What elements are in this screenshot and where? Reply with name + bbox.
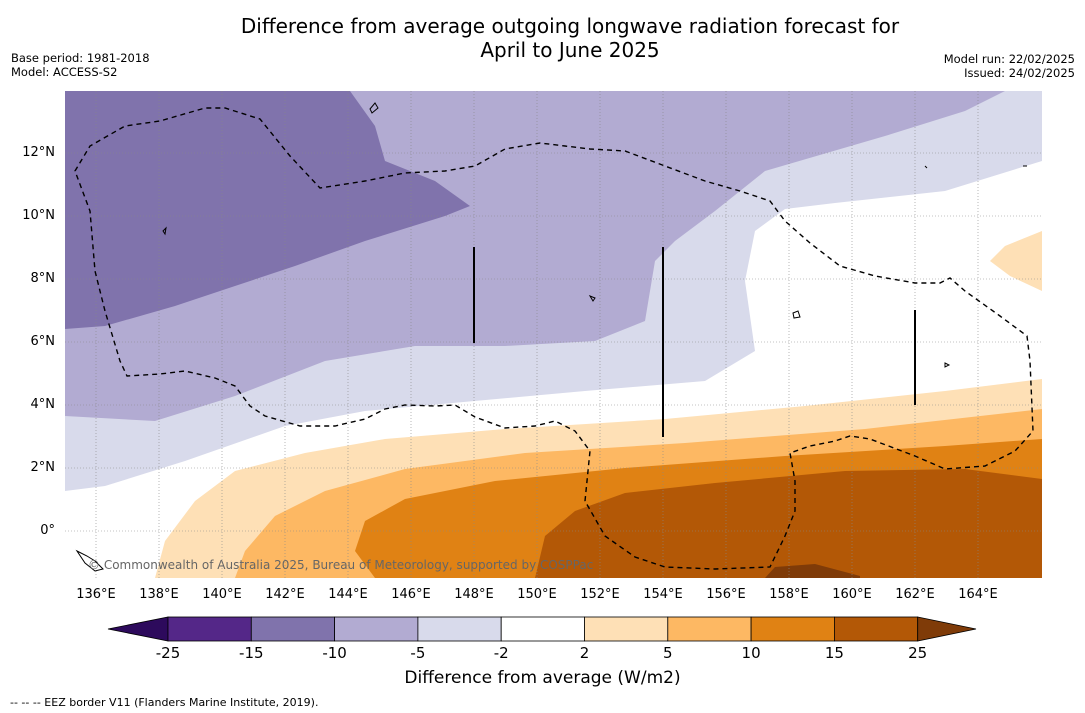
anomaly-minus15 (65, 91, 470, 329)
base-period: Base period: 1981-2018 (11, 51, 150, 65)
colorbar-swatch (334, 616, 419, 642)
lon-tick: 162°E (895, 587, 935, 602)
graticule (65, 91, 1042, 578)
lat-tick: 4°N (30, 397, 56, 412)
colorbar-swatch (584, 616, 669, 642)
lon-tick: 140°E (202, 587, 242, 602)
colorbar-tick: 15 (824, 644, 844, 662)
lon-tick: 150°E (517, 587, 557, 602)
lat-tick: 6°N (30, 334, 56, 349)
colorbar-tick: -10 (322, 644, 347, 662)
copyright-notice: © Commonwealth of Australia 2025, Bureau… (88, 558, 594, 572)
meta-right: Model run: 22/02/2025 Issued: 24/02/2025 (944, 52, 1075, 80)
lon-tick: 160°E (832, 587, 872, 602)
colorbar-tick: 5 (663, 644, 673, 662)
colorbar-swatch (667, 616, 752, 642)
colorbar-tick: 10 (741, 644, 761, 662)
title-line-2: April to June 2025 (480, 38, 660, 62)
colorbar-swatch (167, 616, 252, 642)
map-panel (65, 91, 1042, 578)
lon-tick: 148°E (454, 587, 494, 602)
lat-tick: 2°N (30, 460, 56, 475)
anomaly-map (65, 91, 1042, 578)
lat-tick: 10°N (22, 208, 55, 223)
lon-tick: 136°E (76, 587, 116, 602)
lon-tick: 142°E (265, 587, 305, 602)
colorbar-tick: -5 (410, 644, 426, 662)
colorbar-tick: -2 (493, 644, 509, 662)
anomaly-plus2-east (990, 231, 1042, 291)
colorbar-swatch (834, 616, 919, 642)
colorbar-swatch (250, 616, 336, 642)
lat-tick: 12°N (22, 145, 55, 160)
colorbar-extend-low (107, 616, 169, 642)
lon-tick: 146°E (391, 587, 431, 602)
title-line-1: Difference from average outgoing longwav… (240, 14, 900, 38)
colorbar-swatch (500, 616, 585, 642)
colorbar-swatch (417, 616, 502, 642)
reference-lines (473, 247, 916, 437)
colorbar-swatch (750, 616, 835, 642)
lat-tick: 8°N (30, 271, 56, 286)
lon-tick: 152°E (580, 587, 620, 602)
colorbar-label: Difference from average (W/m2) (404, 668, 681, 688)
colorbar-extend-high (917, 616, 977, 642)
lon-tick: 144°E (328, 587, 368, 602)
islands (75, 102, 1027, 572)
colorbar-tick: -15 (239, 644, 264, 662)
lat-tick: 0° (40, 523, 55, 538)
eez-footnote: -- -- -- EEZ border V11 (Flanders Marine… (10, 696, 319, 709)
lon-tick: 156°E (706, 587, 746, 602)
lon-tick: 138°E (139, 587, 179, 602)
colorbar-tick: 25 (908, 644, 928, 662)
colorbar-tick: -25 (155, 644, 181, 662)
model-name: Model: ACCESS-S2 (11, 65, 118, 79)
lon-tick: 158°E (769, 587, 809, 602)
model-run: Model run: 22/02/2025 (943, 52, 1075, 66)
map-title: Difference from average outgoing longwav… (0, 14, 1085, 62)
issued-date: Issued: 24/02/2025 (964, 66, 1075, 80)
meta-left: Base period: 1981-2018 Model: ACCESS-S2 (11, 51, 150, 79)
lon-tick: 164°E (958, 587, 998, 602)
lon-tick: 154°E (643, 587, 683, 602)
colorbar-tick: 2 (579, 644, 590, 662)
eez-border (74, 107, 1034, 570)
